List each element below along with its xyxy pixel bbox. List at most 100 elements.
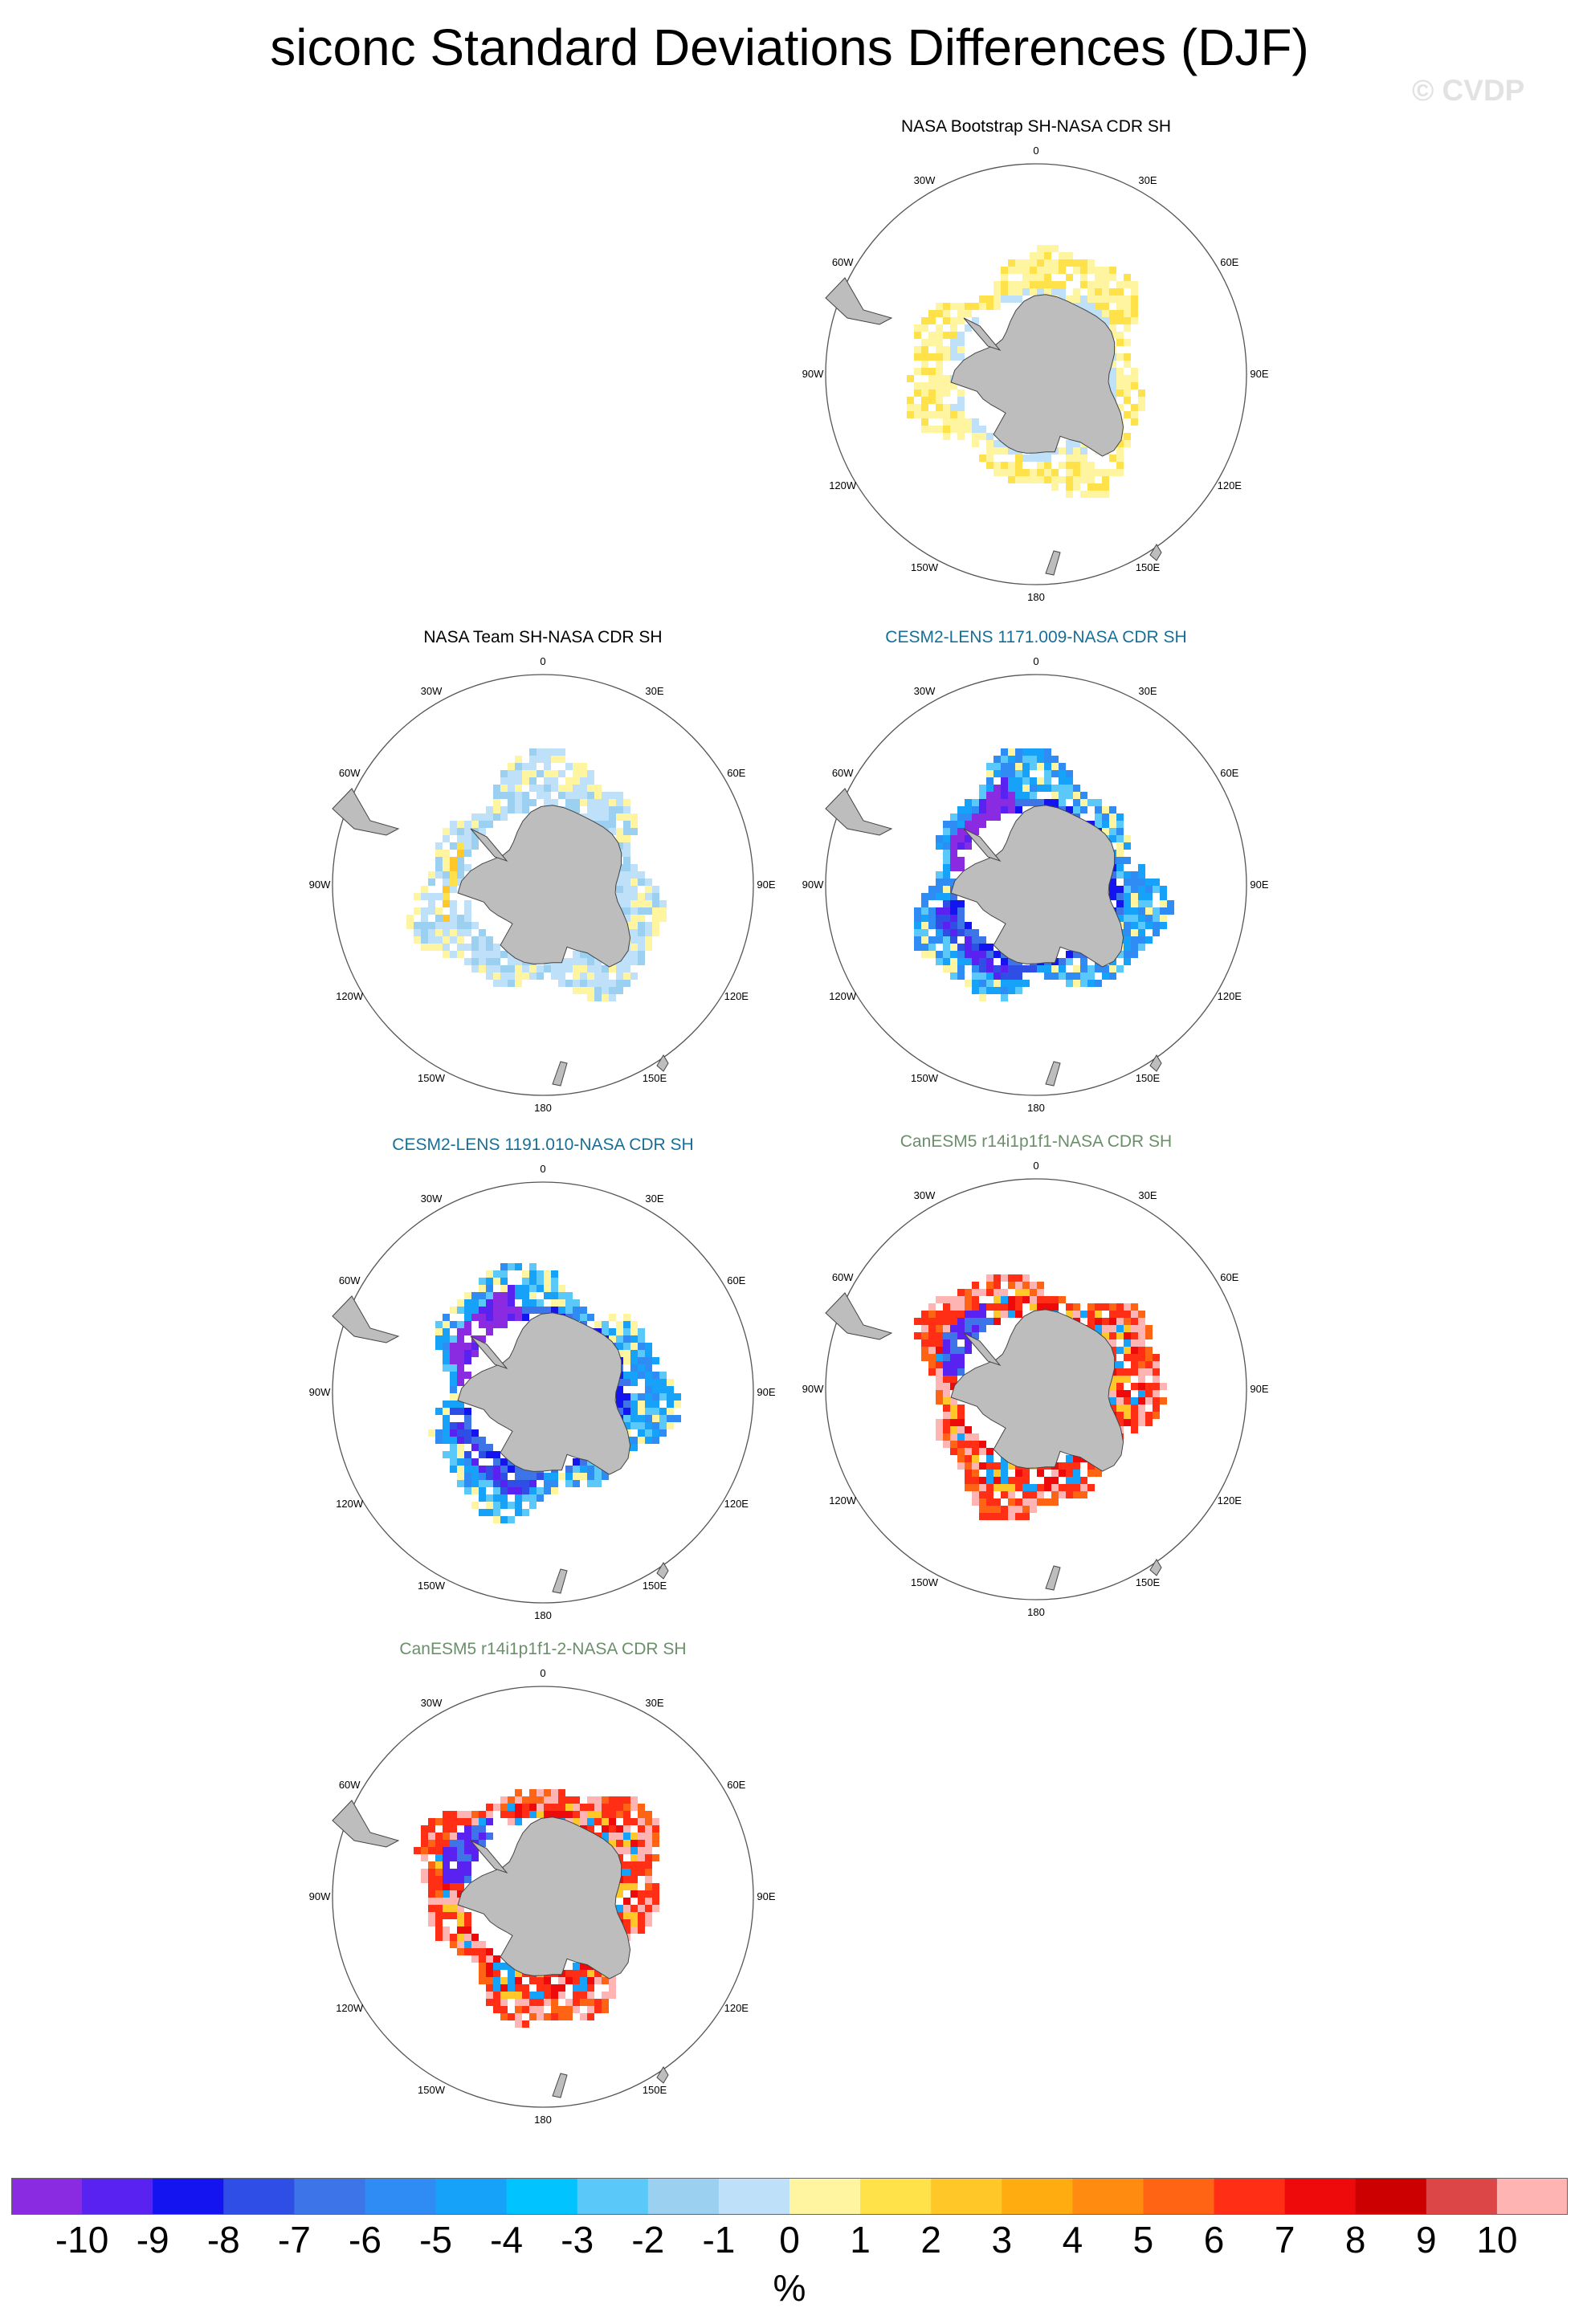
longitude-label: 30E [1138,1189,1157,1201]
polar-map: 0 30E 60E 90E 120E 150E 180 150W 120W 90W 60W 30W [309,655,776,1114]
panel-title: NASA Team SH-NASA CDR SH [423,628,663,646]
antarctic-peninsula [470,828,508,862]
longitude-label: 180 [534,1102,552,1114]
longitude-label: 120E [1218,479,1242,491]
panel-title: CESM2-LENS 1171.009-NASA CDR SH [885,628,1187,646]
longitude-label: 0 [540,1667,545,1679]
colorbar-label: 3 [991,2219,1013,2261]
longitude-label: 150E [643,1580,667,1592]
longitude-label: 90E [1250,879,1268,891]
colorbar-swatch [435,2178,508,2215]
new-zealand [1045,550,1061,576]
longitude-label: 90E [1250,1383,1268,1395]
colorbar-label: 9 [1416,2219,1437,2261]
longitude-label: 120E [1218,1494,1242,1507]
longitude-label: 90W [802,879,824,891]
colorbar-label: -3 [561,2219,594,2261]
longitude-label: 30E [1138,685,1157,697]
longitude-label: 150W [418,1072,446,1084]
longitude-label: 60W [339,1274,361,1286]
colorbar-swatch [1072,2178,1144,2215]
new-zealand [552,1568,568,1594]
polar-map: 0 30E 60E 90E 120E 150E 180 150W 120W 90W 60W 30W [802,655,1269,1114]
longitude-label: 60E [727,767,745,779]
panel-title: CanESM5 r14i1p1f1-2-NASA CDR SH [399,1640,687,1658]
antarctic-peninsula [963,1332,1002,1367]
longitude-label: 120E [724,990,749,1002]
colorbar-label: 6 [1203,2219,1225,2261]
colorbar-label: -8 [206,2219,240,2261]
antarctic-peninsula [470,1840,508,1874]
colorbar-label: -1 [702,2219,736,2261]
longitude-label: 120W [336,2002,364,2014]
colorbar-swatch [506,2178,578,2215]
colorbar-swatch [82,2178,153,2215]
panel-title: CanESM5 r14i1p1f1-NASA CDR SH [900,1132,1173,1151]
longitude-label: 30W [421,685,443,697]
antarctica-landmass [457,1312,631,1475]
antarctic-peninsula [470,1335,508,1370]
south-america-tip [825,1292,893,1340]
new-zealand [1045,1061,1061,1087]
longitude-label: 90W [802,1383,824,1395]
tasmania [656,1562,669,1580]
longitude-label: 180 [534,1609,552,1621]
tasmania [1149,1559,1162,1576]
longitude-label: 30W [421,1697,443,1709]
longitude-label: 150W [418,2084,446,2096]
panel-cesm2-1191: CESM2-LENS 1191.010-NASA CDR SH 0 30E 60E 9… [302,1135,784,1633]
colorbar [11,2178,1568,2215]
antarctica-landmass [950,805,1124,968]
longitude-label: 90W [802,368,824,380]
watermark: © CVDP [1412,74,1525,107]
colorbar-label: 8 [1344,2219,1366,2261]
colorbar-label: -6 [349,2219,381,2261]
colorbar-swatch [1426,2178,1498,2215]
colorbar-label: -2 [631,2219,665,2261]
colorbar-swatch [223,2178,295,2215]
longitude-label: 60E [1220,256,1238,268]
colorbar-label: 5 [1132,2219,1154,2261]
tasmania [1149,1054,1162,1072]
longitude-label: 150E [643,1072,667,1084]
longitude-label: 30E [645,685,663,697]
longitude-label: 180 [534,2114,552,2126]
antarctic-peninsula [963,828,1002,862]
longitude-label: 30E [645,1697,663,1709]
page-title: siconc Standard Deviations Differences (… [270,18,1309,76]
longitude-label: 120E [724,1498,749,1510]
colorbar-label: 4 [1062,2219,1083,2261]
colorbar-swatch [790,2178,861,2215]
longitude-label: 60E [1220,1271,1238,1283]
tasmania [656,2066,669,2084]
new-zealand [552,2073,568,2098]
colorbar-swatch [1496,2178,1568,2215]
panel-title: NASA Bootstrap SH-NASA CDR SH [900,117,1172,136]
longitude-label: 60W [339,767,361,779]
longitude-label: 90E [757,1386,775,1398]
longitude-label: 60E [727,1274,745,1286]
longitude-label: 150E [1136,1072,1161,1084]
longitude-label: 30W [914,174,936,186]
longitude-label: 0 [1033,655,1038,667]
longitude-label: 90W [309,879,331,891]
colorbar-label: -7 [277,2219,311,2261]
sea-ice-field [414,1789,659,2028]
longitude-label: 90E [757,1890,775,1902]
longitude-label: 90W [309,1386,331,1398]
colorbar-swatch [1143,2178,1215,2215]
longitude-label: 30W [914,685,936,697]
longitude-label: 120W [829,479,857,491]
longitude-label: 60W [832,767,854,779]
longitude-label: 30W [914,1189,936,1201]
south-america-tip [332,1800,400,1848]
longitude-label: 90W [309,1890,331,1902]
panel-canesm5-b: CanESM5 r14i1p1f1-2-NASA CDR SH 0 30E 60E 9… [302,1640,784,2138]
panel-canesm5-a: CanESM5 r14i1p1f1-NASA CDR SH 0 30E 60E 90E… [795,1132,1277,1630]
colorbar-swatch [1214,2178,1286,2215]
colorbar-label: -10 [55,2219,109,2261]
south-america-tip [825,277,893,325]
polar-map: 0 30E 60E 90E 120E 150E 180 150W 120W 90W 60W 30W [802,1160,1269,1618]
new-zealand [552,1061,568,1087]
colorbar-label: -5 [419,2219,452,2261]
